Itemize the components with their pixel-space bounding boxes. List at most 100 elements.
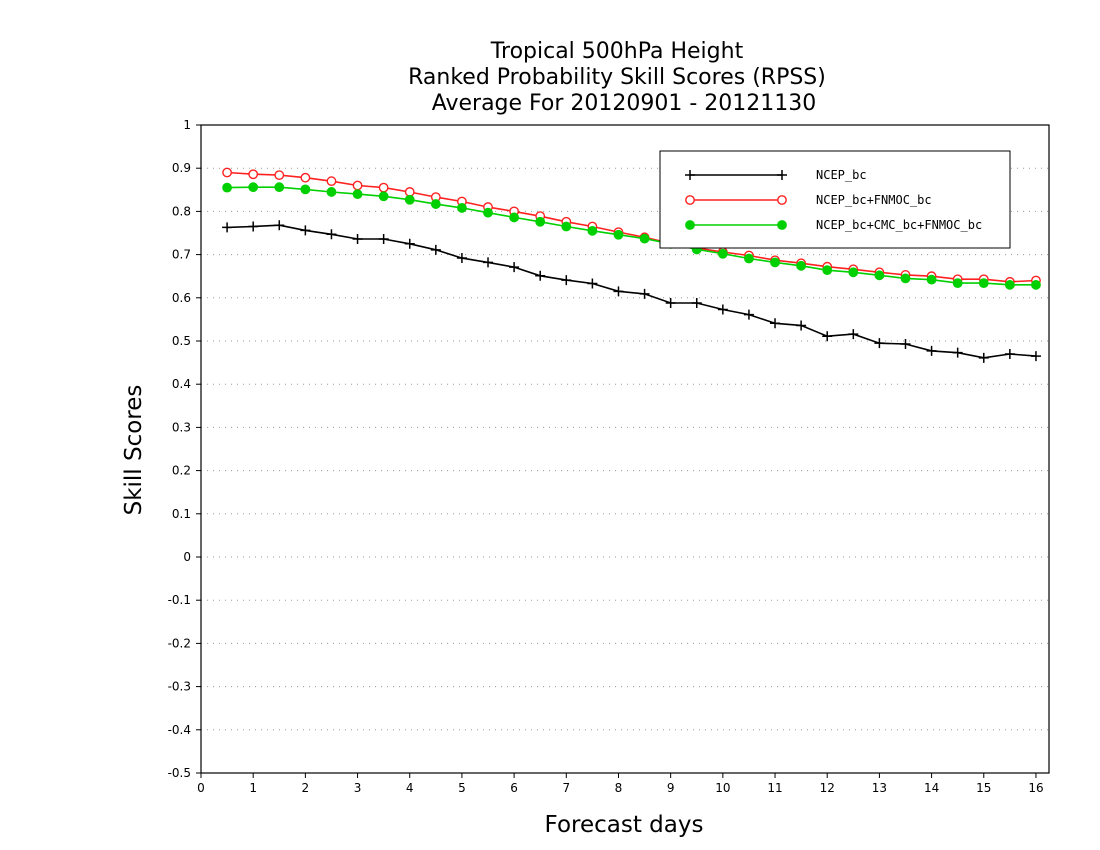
x-tick-label: 15: [976, 781, 991, 795]
data-series: [222, 167, 1041, 363]
data-point: [457, 203, 467, 213]
data-point: [248, 221, 259, 232]
data-point: [874, 338, 885, 349]
x-tick-label: 12: [820, 781, 835, 795]
y-tick-label: -0.5: [168, 766, 191, 780]
data-point: [378, 182, 389, 193]
data-point: [248, 169, 259, 180]
x-tick-label: 16: [1028, 781, 1043, 795]
data-point: [822, 331, 833, 342]
data-point: [926, 274, 937, 285]
x-tick-label: 6: [510, 781, 518, 795]
y-tick-label: 0.1: [172, 507, 191, 521]
data-point: [1004, 279, 1015, 290]
data-point: [639, 288, 650, 299]
data-point: [691, 297, 702, 308]
data-point: [613, 229, 624, 240]
data-point: [952, 347, 963, 358]
legend: NCEP_bc NCEP_bc+FNMOC_bc NCEP_bc+CMC_bc+FN…: [659, 150, 1011, 249]
data-point: [274, 170, 285, 181]
x-tick-label: 2: [302, 781, 310, 795]
data-point: [274, 220, 285, 231]
data-point: [952, 278, 963, 289]
legend-label: NCEP_bc+CMC_bc+FNMOC_bc: [816, 218, 982, 232]
y-tick-label: 0.3: [172, 420, 191, 434]
data-point: [743, 309, 754, 320]
data-point: [796, 320, 807, 331]
data-point: [222, 222, 233, 233]
y-tick-label: -0.3: [168, 680, 191, 694]
data-point: [509, 262, 520, 273]
data-point: [770, 257, 780, 268]
data-point: [717, 248, 728, 259]
data-point: [248, 182, 259, 193]
x-tick-label: 3: [354, 781, 362, 795]
data-point: [613, 286, 624, 297]
y-tick-label: 0.4: [172, 377, 191, 391]
series-1: [222, 220, 1041, 363]
legend-marker: [685, 220, 695, 230]
data-point: [300, 172, 311, 183]
data-point: [326, 176, 337, 187]
y-tick-label: 0.9: [172, 161, 191, 175]
y-tick-label: 0.6: [172, 291, 191, 305]
x-tick-label: 4: [406, 781, 414, 795]
data-point: [770, 318, 781, 329]
legend-entry-2: NCEP_bc+FNMOC_bc: [685, 193, 932, 207]
data-point: [509, 212, 520, 223]
x-tick-label: 13: [872, 781, 887, 795]
legend-marker: [777, 220, 787, 230]
legend-marker: [685, 170, 695, 180]
data-point: [222, 167, 232, 178]
plot-area-frame: [200, 124, 1050, 774]
x-tick-label: 11: [767, 781, 782, 795]
data-point: [326, 187, 337, 197]
data-point: [404, 194, 415, 205]
data-point: [978, 352, 989, 363]
y-tick-label: -0.1: [168, 593, 191, 607]
data-point: [1030, 351, 1041, 362]
data-point: [848, 267, 859, 278]
x-tick-label: 8: [615, 781, 623, 795]
data-point: [1004, 348, 1015, 359]
legend-label: NCEP_bc: [816, 168, 867, 182]
x-axis-title: Forecast days: [545, 812, 704, 838]
data-point: [900, 273, 911, 284]
legend-entry-3: NCEP_bc+CMC_bc+FNMOC_bc: [685, 218, 982, 232]
x-tick-label: 5: [458, 781, 466, 795]
y-tick-label: 1: [183, 118, 191, 132]
x-tick-label: 1: [249, 781, 257, 795]
legend-marker: [685, 195, 695, 205]
data-point: [222, 182, 232, 193]
data-point: [561, 275, 572, 286]
data-point: [430, 244, 441, 255]
chart-title-line-3: Average For 20120901 - 20121130: [432, 91, 817, 116]
data-point: [483, 207, 493, 218]
data-point: [352, 234, 363, 245]
legend-marker: [777, 170, 787, 180]
data-point: [378, 191, 389, 202]
x-tick-label: 14: [924, 781, 939, 795]
data-point: [926, 345, 937, 356]
data-point: [744, 253, 754, 264]
data-point: [535, 270, 546, 281]
data-point: [639, 233, 650, 244]
y-tick-label: 0: [183, 550, 191, 564]
data-point: [717, 304, 728, 315]
data-point: [1031, 279, 1041, 290]
data-point: [404, 238, 415, 249]
data-point: [848, 329, 859, 340]
data-point: [430, 199, 441, 209]
legend-label: NCEP_bc+FNMOC_bc: [816, 193, 932, 207]
chart-title-line-2: Ranked Probability Skill Scores (RPSS): [408, 65, 826, 90]
data-point: [796, 260, 807, 271]
data-point: [483, 257, 494, 268]
y-tick-label: -0.2: [168, 636, 191, 650]
data-point: [300, 225, 311, 236]
x-tick-label: 10: [715, 781, 730, 795]
y-tick-label: 0.5: [172, 334, 191, 348]
x-axis-ticks: 0 1 2 3 4 5 6 7 8 9 10 11 12 13 14 15 16: [197, 773, 1044, 795]
x-tick-label: 9: [667, 781, 675, 795]
data-point: [978, 278, 989, 289]
